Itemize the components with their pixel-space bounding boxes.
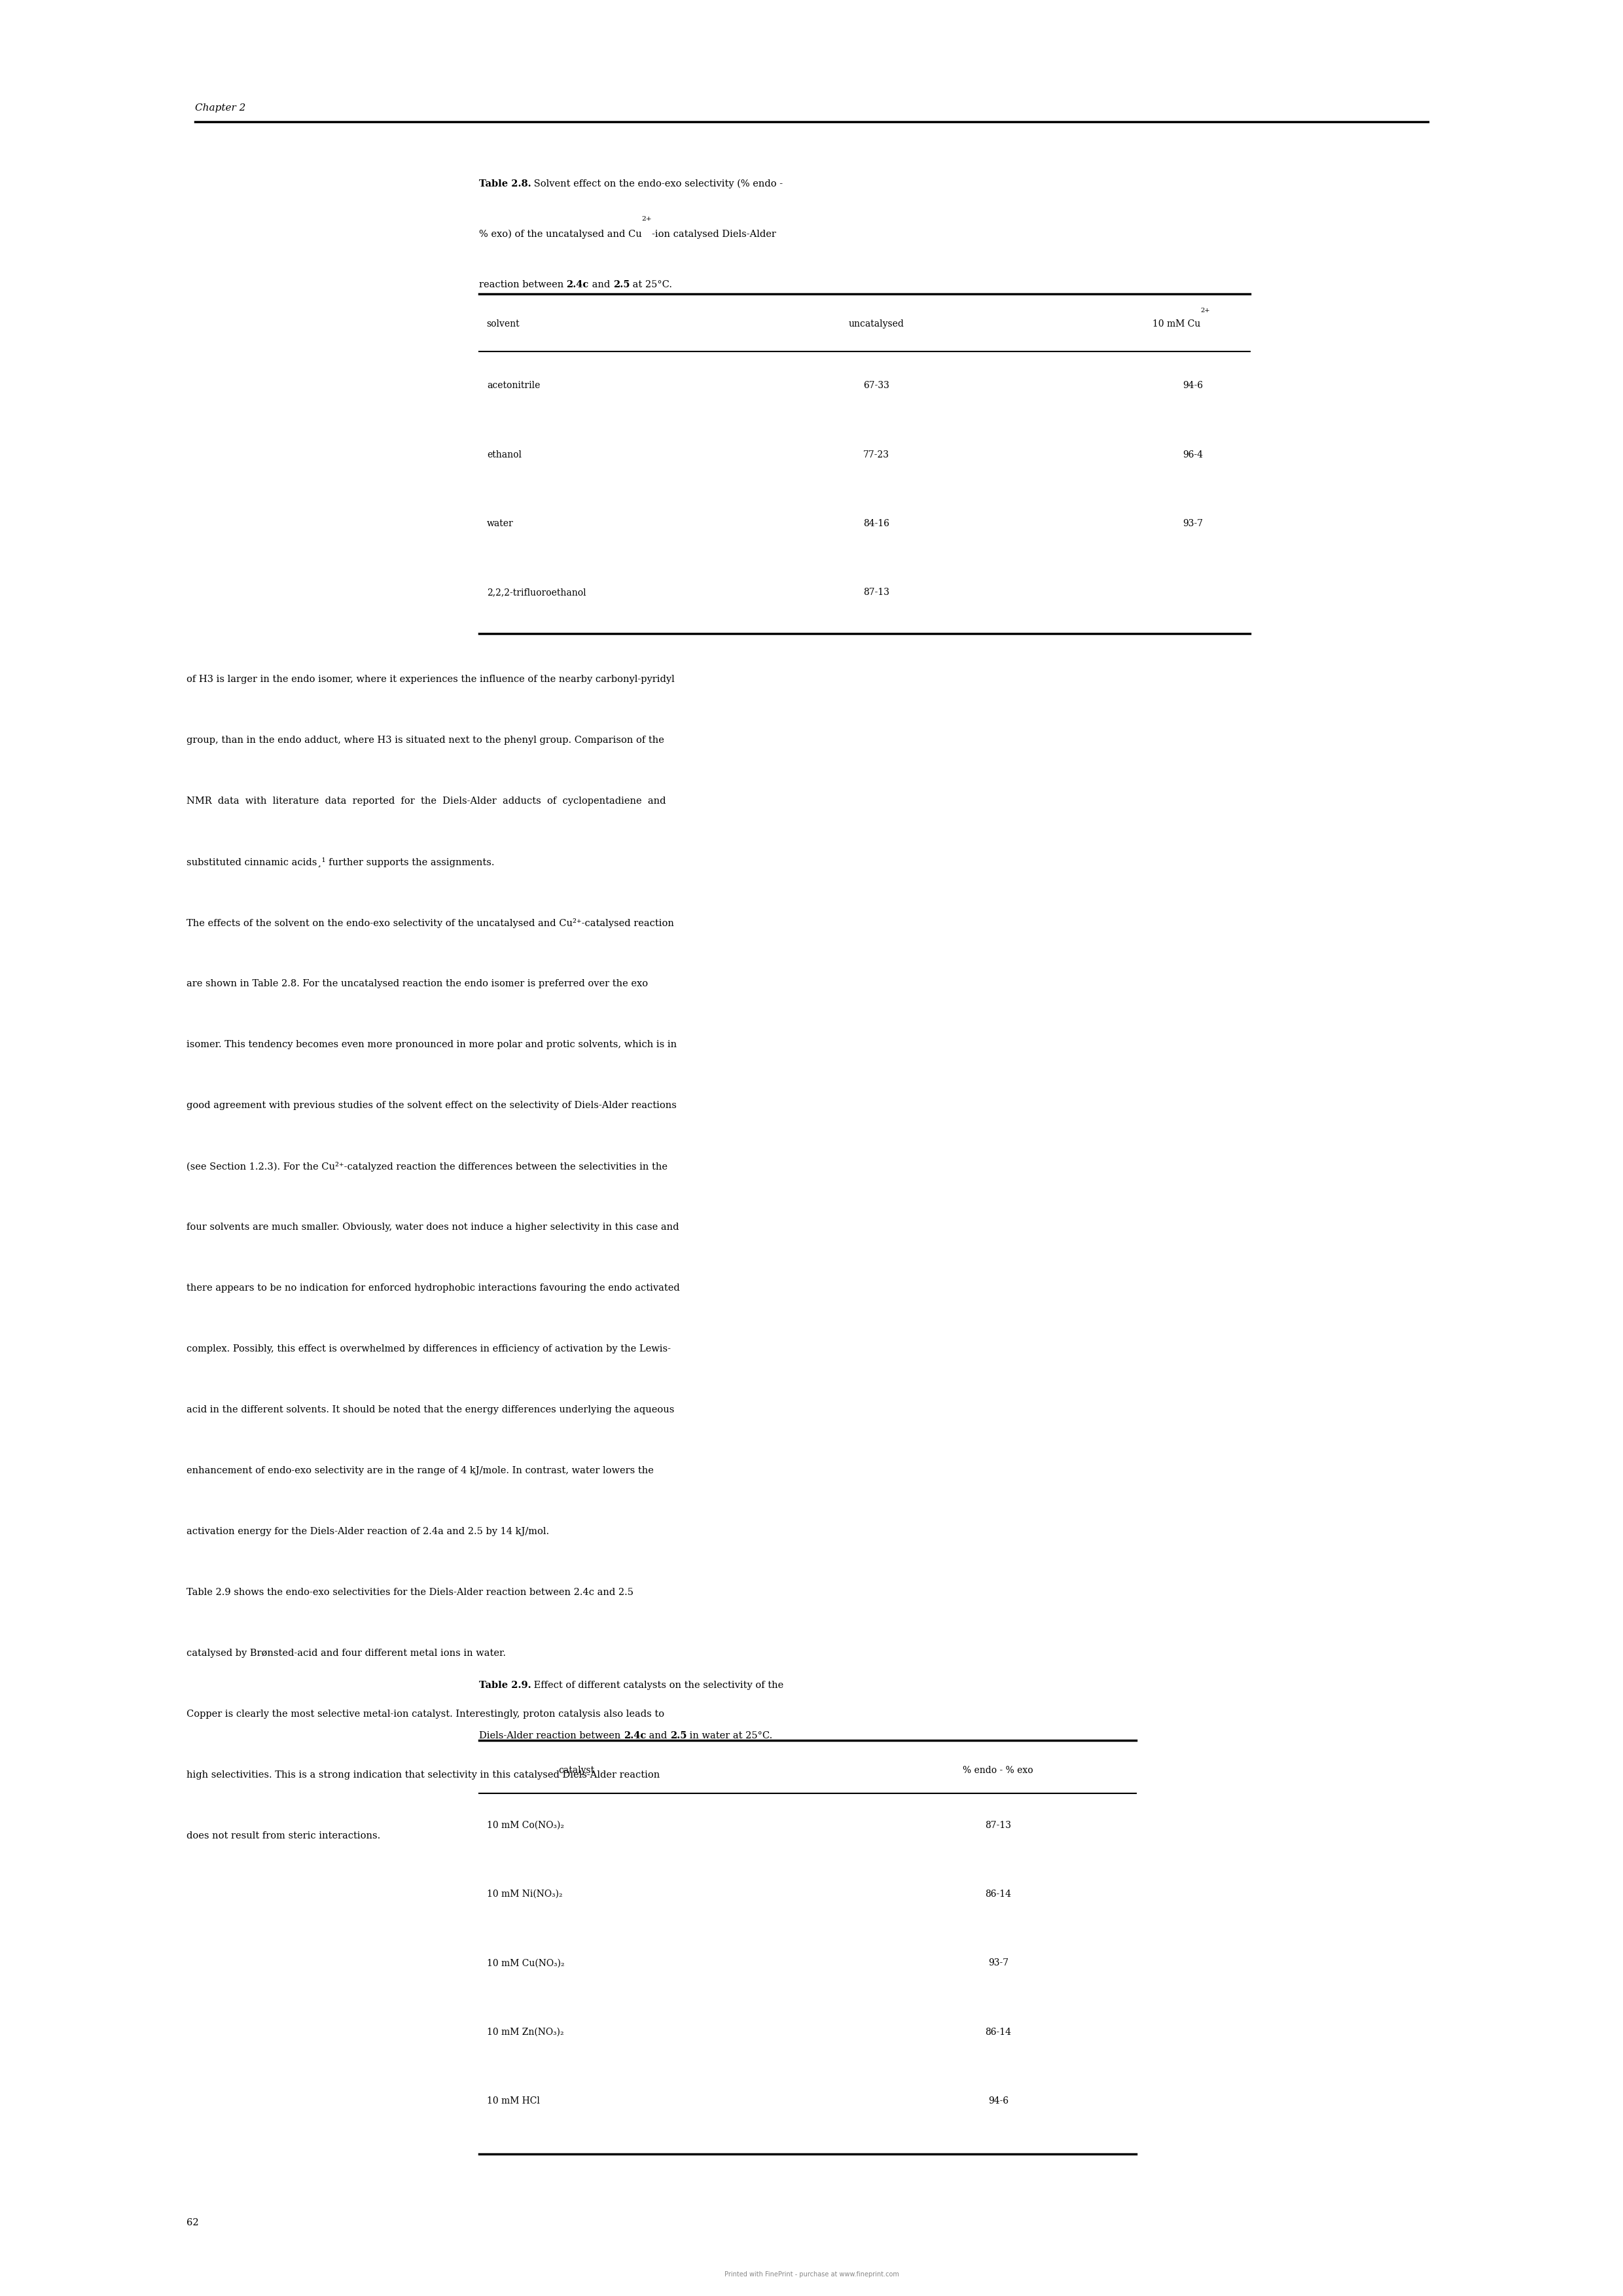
- Text: ethanol: ethanol: [487, 450, 521, 459]
- Text: 2.5: 2.5: [613, 280, 630, 289]
- Text: -ion catalysed Diels-Alder: -ion catalysed Diels-Alder: [652, 230, 776, 239]
- Text: Table 2.9 shows the endo-exo selectivities for the Diels-Alder reaction between : Table 2.9 shows the endo-exo selectiviti…: [187, 1589, 633, 1596]
- Text: isomer. This tendency becomes even more pronounced in more polar and protic solv: isomer. This tendency becomes even more …: [187, 1040, 677, 1049]
- Text: of H3 is larger in the endo isomer, where it experiences the influence of the ne: of H3 is larger in the endo isomer, wher…: [187, 675, 675, 684]
- Text: acetonitrile: acetonitrile: [487, 381, 540, 390]
- Text: good agreement with previous studies of the solvent effect on the selectivity of: good agreement with previous studies of …: [187, 1102, 677, 1109]
- Text: NMR  data  with  literature  data  reported  for  the  Diels-Alder  adducts  of : NMR data with literature data reported f…: [187, 797, 665, 806]
- Text: (see Section 1.2.3). For the Cu²⁺-catalyzed reaction the differences between the: (see Section 1.2.3). For the Cu²⁺-cataly…: [187, 1162, 667, 1171]
- Text: catalysed by Brønsted-acid and four different metal ions in water.: catalysed by Brønsted-acid and four diff…: [187, 1649, 506, 1658]
- Text: 87-13: 87-13: [863, 588, 889, 597]
- Text: are shown in Table 2.8. For the uncatalysed reaction the endo isomer is preferre: are shown in Table 2.8. For the uncataly…: [187, 980, 648, 987]
- Text: four solvents are much smaller. Obviously, water does not induce a higher select: four solvents are much smaller. Obviousl…: [187, 1221, 678, 1231]
- Text: 10 mM Co(NO₃)₂: 10 mM Co(NO₃)₂: [487, 1821, 565, 1830]
- Text: and: and: [646, 1731, 670, 1740]
- Text: 2.4c: 2.4c: [566, 280, 589, 289]
- Text: substituted cinnamic acids¸¹ further supports the assignments.: substituted cinnamic acids¸¹ further sup…: [187, 859, 495, 868]
- Text: group, than in the endo adduct, where H3 is situated next to the phenyl group. C: group, than in the endo adduct, where H3…: [187, 735, 664, 744]
- Text: 87-13: 87-13: [985, 1821, 1011, 1830]
- Text: does not result from steric interactions.: does not result from steric interactions…: [187, 1832, 380, 1839]
- Text: solvent: solvent: [487, 319, 519, 328]
- Text: 77-23: 77-23: [863, 450, 889, 459]
- Text: 2.4c: 2.4c: [623, 1731, 646, 1740]
- Text: Chapter 2: Chapter 2: [195, 103, 245, 113]
- Text: 10 mM Zn(NO₃)₂: 10 mM Zn(NO₃)₂: [487, 2027, 563, 2037]
- Text: enhancement of endo-exo selectivity are in the range of 4 kJ/mole. In contrast, : enhancement of endo-exo selectivity are …: [187, 1465, 654, 1474]
- Text: 67-33: 67-33: [863, 381, 889, 390]
- Text: at 25°C.: at 25°C.: [630, 280, 672, 289]
- Text: The effects of the solvent on the endo-exo selectivity of the uncatalysed and Cu: The effects of the solvent on the endo-e…: [187, 918, 674, 928]
- Text: 93-7: 93-7: [1183, 519, 1203, 528]
- Text: 10 mM HCl: 10 mM HCl: [487, 2096, 540, 2105]
- Text: complex. Possibly, this effect is overwhelmed by differences in efficiency of ac: complex. Possibly, this effect is overwh…: [187, 1343, 670, 1352]
- Text: 93-7: 93-7: [988, 1958, 1008, 1968]
- Text: 2+: 2+: [641, 216, 652, 223]
- Text: in water at 25°C.: in water at 25°C.: [687, 1731, 773, 1740]
- Text: uncatalysed: uncatalysed: [849, 319, 904, 328]
- Text: Table 2.8.: Table 2.8.: [479, 179, 531, 188]
- Text: 2+: 2+: [1201, 308, 1209, 315]
- Text: reaction between: reaction between: [479, 280, 566, 289]
- Text: Solvent effect on the endo-exo selectivity (% endo -: Solvent effect on the endo-exo selectivi…: [531, 179, 782, 188]
- Text: 84-16: 84-16: [863, 519, 889, 528]
- Text: 10 mM Cu: 10 mM Cu: [1152, 319, 1201, 328]
- Text: Effect of different catalysts on the selectivity of the: Effect of different catalysts on the sel…: [531, 1681, 784, 1690]
- Text: Diels-Alder reaction between: Diels-Alder reaction between: [479, 1731, 623, 1740]
- Text: 86-14: 86-14: [985, 2027, 1011, 2037]
- Text: there appears to be no indication for enforced hydrophobic interactions favourin: there appears to be no indication for en…: [187, 1283, 680, 1293]
- Text: high selectivities. This is a strong indication that selectivity in this catalys: high selectivities. This is a strong ind…: [187, 1770, 661, 1779]
- Text: 94-6: 94-6: [1183, 381, 1203, 390]
- Text: Printed with FinePrint - purchase at www.fineprint.com: Printed with FinePrint - purchase at www…: [724, 2271, 899, 2278]
- Text: activation energy for the Diels-Alder reaction of 2.4a and 2.5 by 14 kJ/mol.: activation energy for the Diels-Alder re…: [187, 1527, 549, 1536]
- Text: and: and: [589, 280, 613, 289]
- Text: Table 2.9.: Table 2.9.: [479, 1681, 531, 1690]
- Text: % endo - % exo: % endo - % exo: [962, 1766, 1034, 1775]
- Text: 2,2,2-trifluoroethanol: 2,2,2-trifluoroethanol: [487, 588, 586, 597]
- Text: water: water: [487, 519, 513, 528]
- Text: 62: 62: [187, 2218, 200, 2227]
- Text: 96-4: 96-4: [1183, 450, 1203, 459]
- Text: Copper is clearly the most selective metal-ion catalyst. Interestingly, proton c: Copper is clearly the most selective met…: [187, 1708, 664, 1717]
- Text: 86-14: 86-14: [985, 1890, 1011, 1899]
- Text: 10 mM Ni(NO₃)₂: 10 mM Ni(NO₃)₂: [487, 1890, 563, 1899]
- Text: acid in the different solvents. It should be noted that the energy differences u: acid in the different solvents. It shoul…: [187, 1405, 675, 1414]
- Text: 10 mM Cu(NO₃)₂: 10 mM Cu(NO₃)₂: [487, 1958, 565, 1968]
- Text: % exo) of the uncatalysed and Cu: % exo) of the uncatalysed and Cu: [479, 230, 641, 239]
- Text: 94-6: 94-6: [988, 2096, 1008, 2105]
- Text: catalyst: catalyst: [558, 1766, 594, 1775]
- Text: 2.5: 2.5: [670, 1731, 687, 1740]
